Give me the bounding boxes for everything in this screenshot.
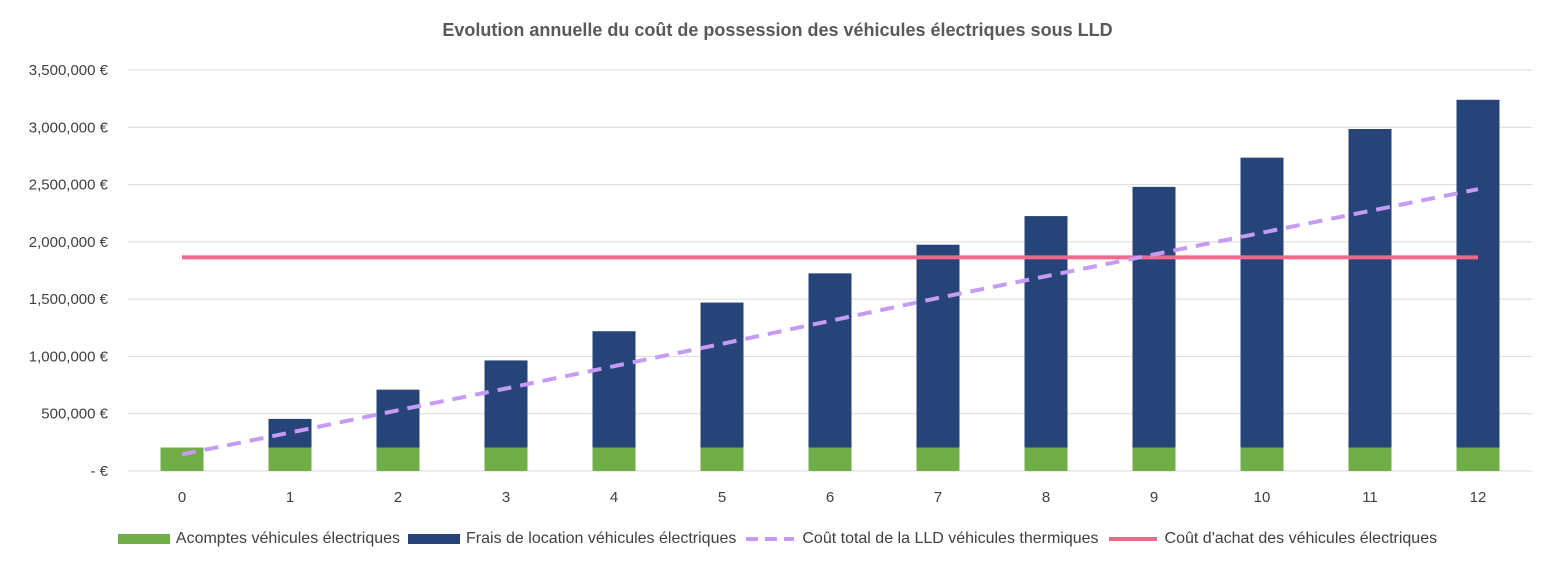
x-tick-label: 1: [286, 489, 294, 506]
legend-swatch-achat: [1108, 537, 1157, 541]
x-tick-label: 6: [826, 489, 834, 506]
chart-title: Evolution annuelle du coût de possession…: [442, 20, 1113, 40]
bar-frais: [808, 273, 852, 448]
bar-frais: [376, 389, 420, 448]
y-tick-label: 1,500,000 €: [29, 291, 109, 308]
x-tick-label: 8: [1042, 489, 1050, 506]
bar-acomptes: [1456, 447, 1500, 471]
legend-label-thermique: Coût total de la LLD véhicules thermique…: [802, 530, 1099, 547]
bar-acomptes: [916, 447, 960, 471]
x-tick-label: 3: [502, 489, 510, 506]
y-tick-label: - €: [90, 463, 108, 480]
y-tick-label: 3,000,000 €: [29, 119, 109, 136]
line-series: [181, 187, 1479, 457]
bar-frais: [1240, 157, 1284, 448]
bar-frais: [592, 331, 636, 448]
bar-acomptes: [808, 447, 852, 471]
line-thermique: [181, 187, 1479, 457]
x-tick-label: 11: [1362, 489, 1378, 506]
bar-frais: [1456, 99, 1500, 448]
legend-label-frais: Frais de location véhicules électriques: [466, 530, 737, 547]
legend-swatch-acomptes: [117, 534, 170, 544]
y-tick-label: 3,500,000 €: [29, 62, 109, 79]
bar-acomptes: [484, 447, 528, 471]
bar-acomptes: [1348, 447, 1392, 471]
legend: Acomptes véhicules électriques Frais de …: [0, 528, 1555, 550]
bar-frais: [484, 360, 528, 448]
x-tick-label: 10: [1254, 489, 1271, 506]
y-tick-label: 2,000,000 €: [29, 234, 109, 251]
bar-frais: [1024, 216, 1068, 448]
bar-acomptes: [376, 447, 420, 471]
legend-item-thermique: Coût total de la LLD véhicules thermique…: [744, 530, 1099, 548]
x-tick-label: 4: [610, 489, 618, 506]
bar-acomptes: [592, 447, 636, 471]
bar-frais: [268, 418, 312, 448]
bar-acomptes: [1024, 447, 1068, 471]
x-tick-label: 2: [394, 489, 402, 506]
legend-item-achat: Coût d'achat des véhicules électriques: [1107, 530, 1438, 548]
x-tick-label: 9: [1150, 489, 1158, 506]
bar-acomptes: [1132, 447, 1176, 471]
chart-plot: - € 500,000 € 1,000,000 € 1,500,000 € 2,000,…: [29, 62, 1532, 506]
bar-acomptes: [268, 447, 312, 471]
bar-frais: [1132, 186, 1176, 448]
x-axis-tick-labels: 0 1 2 3 4 5 6 7 8 9 10 11 12: [178, 489, 1487, 506]
x-tick-label: 12: [1470, 489, 1487, 506]
legend-item-acomptes: Acomptes véhicules électriques: [117, 530, 401, 548]
bar-acomptes: [1240, 447, 1284, 471]
y-tick-label: 2,500,000 €: [29, 177, 109, 194]
bar-frais: [916, 244, 960, 448]
x-tick-label: 0: [178, 489, 186, 506]
y-tick-label: 1,000,000 €: [29, 348, 109, 365]
legend-label-acomptes: Acomptes véhicules électriques: [175, 530, 401, 547]
y-axis-tick-labels: - € 500,000 € 1,000,000 € 1,500,000 € 2,000,…: [29, 62, 109, 480]
legend-swatch-frais: [408, 534, 461, 544]
bar-frais: [1348, 129, 1392, 448]
bar-acomptes: [700, 447, 744, 471]
legend-swatch-thermique: [746, 537, 795, 541]
bar-series: [160, 99, 1500, 471]
legend-label-achat: Coût d'achat des véhicules électriques: [1164, 530, 1438, 547]
bar-frais: [700, 302, 744, 448]
bar-acomptes: [160, 447, 204, 471]
legend-item-frais: Frais de location véhicules électriques: [408, 530, 736, 548]
y-tick-label: 500,000 €: [41, 406, 108, 423]
x-tick-label: 7: [934, 489, 942, 506]
x-tick-label: 5: [718, 489, 726, 506]
